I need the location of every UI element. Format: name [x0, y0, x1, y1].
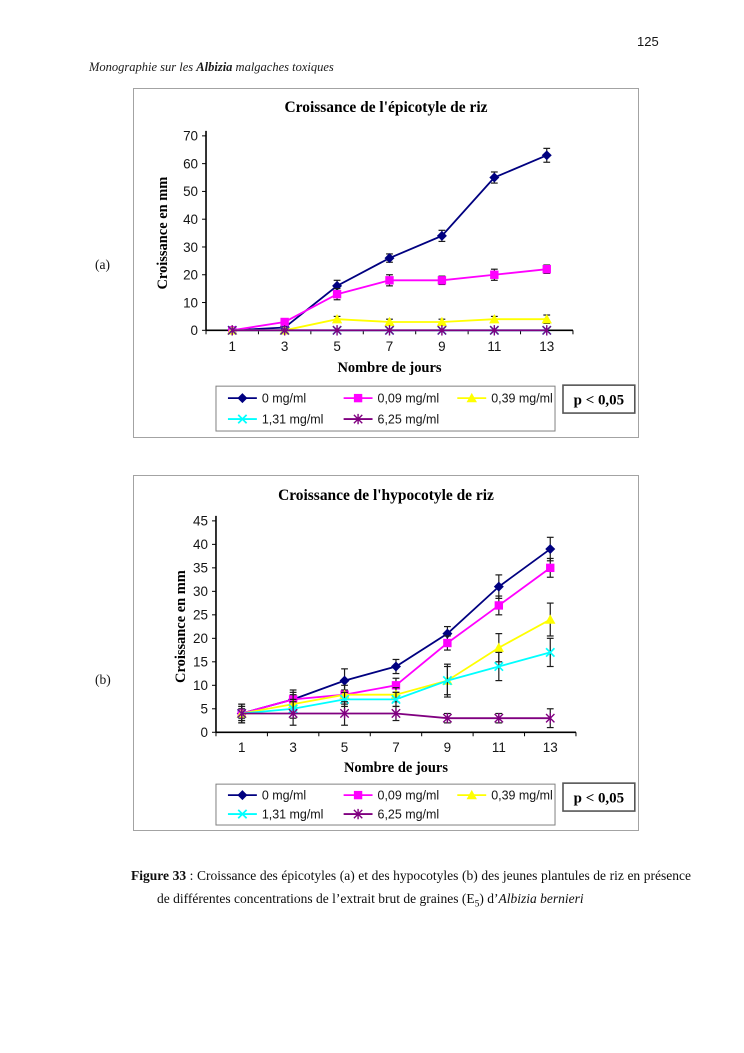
legend-label: 0,09 mg/ml: [378, 788, 440, 802]
x-tick-label: 1: [238, 740, 245, 755]
x-tick-label: 9: [444, 740, 451, 755]
legend-label: 0,39 mg/ml: [491, 788, 553, 802]
running-header-prefix: Monographie sur les: [89, 60, 197, 74]
legend-item-0-mg-ml: 0 mg/ml: [227, 391, 306, 405]
x-tick-label: 11: [487, 339, 501, 354]
x-tick-label: 1: [228, 339, 235, 354]
running-header: Monographie sur les Albizia malgaches to…: [89, 60, 334, 75]
y-tick-label: 35: [193, 561, 208, 576]
y-tick-label: 10: [193, 678, 208, 693]
y-tick-label: 5: [201, 702, 208, 717]
y-tick-label: 50: [183, 184, 198, 199]
legend-label: 0 mg/ml: [262, 391, 306, 405]
y-tick-label: 60: [183, 156, 198, 171]
x-tick-label: 7: [392, 740, 399, 755]
figure-caption-separator: :: [186, 868, 197, 883]
legend-item-6-25-mg-ml: 6,25 mg/ml: [343, 412, 440, 426]
legend-item-0-09-mg-ml: 0,09 mg/ml: [343, 788, 440, 802]
hypocotyle-growth-chart: Croissance de l'hypocotyle de riz0510152…: [173, 487, 636, 826]
significance-text: p < 0,05: [574, 790, 624, 806]
x-tick-label: 5: [333, 339, 340, 354]
running-header-suffix: malgaches toxiques: [232, 60, 334, 74]
significance-box: p < 0,05: [562, 384, 636, 414]
y-tick-label: 25: [193, 608, 208, 623]
running-header-genus: Albizia: [196, 60, 233, 74]
legend: 0 mg/ml 0,09 mg/ml 0,39 mg/ml 1,31 mg/ml 6,2…: [215, 783, 556, 826]
significance-box: p < 0,05: [562, 782, 636, 812]
chart-hypocotyle-box: Croissance de l'hypocotyle de riz 0 5 10 15 2…: [133, 475, 639, 831]
x-axis-title: Nombre de jours: [337, 360, 441, 376]
y-tick-label: 0: [191, 323, 198, 338]
y-axis-title: Croissance en mm: [155, 177, 171, 290]
chart-title: Croissance de l'hypocotyle de riz: [278, 487, 494, 504]
y-tick-label: 40: [183, 212, 198, 227]
page-number: 125: [637, 34, 659, 49]
legend-label: 1,31 mg/ml: [262, 412, 324, 426]
legend-item-0-09-mg-ml: 0,09 mg/ml: [343, 391, 440, 405]
figure-caption-species: Albizia bernieri: [498, 891, 584, 906]
y-tick-label: 20: [193, 631, 208, 646]
x-tick-label: 3: [289, 740, 296, 755]
series-0-mg-ml: [227, 147, 552, 336]
figure-caption-subscript: 5: [474, 899, 480, 910]
x-tick-label: 5: [341, 740, 348, 755]
legend-item-1-31-mg-ml: 1,31 mg/ml: [227, 412, 324, 426]
y-tick-label: 45: [193, 514, 208, 529]
legend-label: 1,31 mg/ml: [262, 807, 324, 821]
x-tick-label: 11: [492, 740, 506, 755]
figure-caption-body: Croissance des épicotyles (a) et des hyp…: [157, 868, 691, 906]
y-tick-label: 30: [183, 240, 198, 255]
panel-label-a: (a): [95, 257, 110, 272]
epicotyle-growth-chart: Croissance de l'épicotyle de riz 0 10 20 30 4…: [155, 99, 636, 432]
y-tick-label: 15: [193, 655, 208, 670]
chart-epicotyle-box: Croissance de l'épicotyle de riz 0 10 20 30 4…: [133, 88, 639, 438]
x-tick-label: 13: [543, 740, 558, 755]
legend-label: 6,25 mg/ml: [378, 412, 440, 426]
x-tick-label: 7: [386, 339, 393, 354]
panel-label-b: (b): [95, 672, 111, 687]
y-tick-label: 0: [201, 725, 208, 740]
legend-item-1-31-mg-ml: 1,31 mg/ml: [227, 807, 324, 821]
figure-caption-after-subscript: ) d’: [479, 891, 499, 906]
legend-label: 0,39 mg/ml: [491, 391, 553, 405]
series-6-25-mg-ml: [227, 325, 552, 336]
y-tick-label: 40: [193, 537, 208, 552]
y-axis-title: Croissance en mm: [173, 570, 189, 683]
y-tick-label: 30: [193, 584, 208, 599]
y-tick-label: 20: [183, 268, 198, 283]
legend-item-0-39-mg-ml: 0,39 mg/ml: [457, 788, 553, 802]
legend-item-0-39-mg-ml: 0,39 mg/ml: [457, 391, 553, 405]
y-tick-label: 70: [183, 129, 198, 144]
legend: 0 mg/ml 0,09 mg/ml 0,39 mg/ml 1,31 mg/ml 6,2…: [215, 385, 556, 432]
significance-text: p < 0,05: [574, 392, 624, 408]
x-tick-label: 3: [281, 339, 288, 354]
legend-label: 6,25 mg/ml: [378, 807, 440, 821]
legend-label: 0 mg/ml: [262, 788, 306, 802]
chart-title: Croissance de l'épicotyle de riz: [285, 99, 488, 116]
series-6-25-mg-ml: [237, 701, 555, 729]
x-tick-label: 13: [539, 339, 554, 354]
y-tick-label: 10: [183, 295, 198, 310]
x-axis-title: Nombre de jours: [344, 760, 448, 776]
figure-caption-number: Figure 33: [131, 868, 187, 883]
legend-label: 0,09 mg/ml: [378, 391, 440, 405]
figure-caption: Figure 33 : Croissance des épicotyles (a…: [131, 864, 691, 917]
x-tick-label: 9: [438, 339, 445, 354]
legend-item-6-25-mg-ml: 6,25 mg/ml: [343, 807, 440, 821]
